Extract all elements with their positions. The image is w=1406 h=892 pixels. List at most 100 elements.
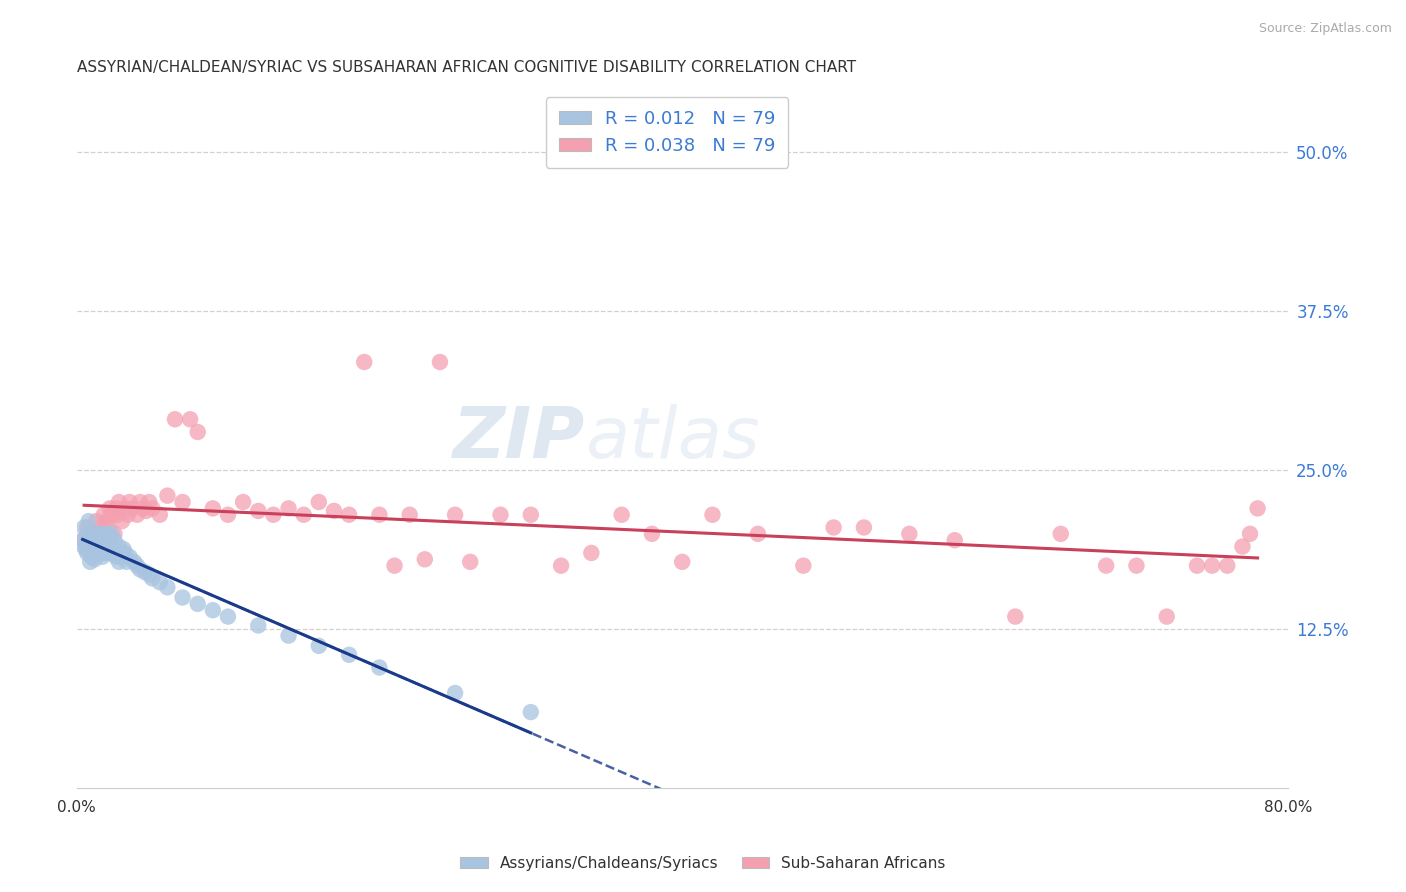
Point: [93, 540, 115, 554]
Point: [80, 526, 103, 541]
Point: [610, 508, 633, 522]
Point: [91, 549, 114, 564]
Point: [89, 533, 111, 548]
Point: [368, 508, 391, 522]
Point: [1004, 609, 1026, 624]
Point: [96, 514, 118, 528]
Point: [84, 526, 107, 541]
Legend: R = 0.012   N = 79, R = 0.038   N = 79: R = 0.012 N = 79, R = 0.038 N = 79: [546, 97, 789, 168]
Point: [79, 532, 101, 546]
Point: [132, 501, 155, 516]
Point: [82, 533, 104, 548]
Point: [429, 355, 451, 369]
Point: [108, 555, 131, 569]
Point: [103, 526, 125, 541]
Point: [217, 508, 239, 522]
Point: [107, 508, 129, 522]
Point: [353, 355, 375, 369]
Point: [111, 549, 134, 564]
Point: [103, 533, 125, 548]
Point: [217, 609, 239, 624]
Point: [108, 495, 131, 509]
Point: [172, 591, 194, 605]
Point: [83, 542, 105, 557]
Point: [277, 501, 299, 516]
Point: [103, 542, 125, 557]
Point: [308, 639, 330, 653]
Text: ASSYRIAN/CHALDEAN/SYRIAC VS SUBSAHARAN AFRICAN COGNITIVE DISABILITY CORRELATION : ASSYRIAN/CHALDEAN/SYRIAC VS SUBSAHARAN A…: [76, 60, 856, 75]
Point: [138, 495, 160, 509]
Point: [118, 549, 141, 564]
Point: [98, 501, 121, 516]
Point: [187, 597, 209, 611]
Point: [129, 562, 152, 576]
Point: [384, 558, 406, 573]
Point: [520, 705, 543, 719]
Point: [122, 555, 145, 569]
Text: Source: ZipAtlas.com: Source: ZipAtlas.com: [1258, 22, 1392, 36]
Point: [91, 542, 114, 557]
Point: [201, 603, 224, 617]
Point: [368, 660, 391, 674]
Point: [91, 533, 114, 548]
Point: [100, 542, 122, 557]
Point: [149, 508, 172, 522]
Point: [179, 412, 201, 426]
Point: [1239, 526, 1261, 541]
Point: [110, 546, 132, 560]
Point: [93, 546, 115, 560]
Point: [118, 495, 141, 509]
Point: [127, 558, 149, 573]
Point: [444, 508, 467, 522]
Point: [83, 533, 105, 548]
Point: [76, 526, 98, 541]
Point: [100, 526, 122, 541]
Point: [89, 540, 111, 554]
Point: [77, 537, 100, 551]
Point: [104, 501, 127, 516]
Point: [823, 520, 845, 534]
Legend: Assyrians/Chaldeans/Syriacs, Sub-Saharan Africans: Assyrians/Chaldeans/Syriacs, Sub-Saharan…: [454, 850, 952, 877]
Point: [1185, 558, 1208, 573]
Point: [489, 508, 512, 522]
Point: [1049, 526, 1071, 541]
Point: [1125, 558, 1147, 573]
Point: [581, 546, 603, 560]
Point: [141, 571, 163, 585]
Point: [80, 537, 103, 551]
Point: [104, 549, 127, 564]
Point: [96, 526, 118, 541]
Point: [444, 686, 467, 700]
Point: [671, 555, 693, 569]
Point: [89, 529, 111, 543]
Point: [101, 546, 124, 560]
Point: [93, 532, 115, 546]
Point: [90, 537, 112, 551]
Point: [121, 501, 143, 516]
Point: [292, 508, 315, 522]
Point: [108, 540, 131, 554]
Point: [127, 508, 149, 522]
Point: [111, 514, 134, 528]
Point: [1232, 540, 1254, 554]
Point: [114, 546, 136, 560]
Point: [100, 508, 122, 522]
Point: [76, 546, 98, 560]
Point: [97, 537, 120, 551]
Point: [702, 508, 724, 522]
Point: [73, 533, 96, 548]
Point: [201, 501, 224, 516]
Point: [114, 501, 136, 516]
Point: [89, 546, 111, 560]
Point: [83, 552, 105, 566]
Point: [73, 520, 96, 534]
Point: [852, 520, 875, 534]
Point: [1216, 558, 1239, 573]
Point: [163, 412, 186, 426]
Point: [87, 533, 110, 548]
Point: [91, 526, 114, 541]
Point: [98, 532, 121, 546]
Point: [90, 546, 112, 560]
Point: [337, 508, 360, 522]
Point: [79, 540, 101, 554]
